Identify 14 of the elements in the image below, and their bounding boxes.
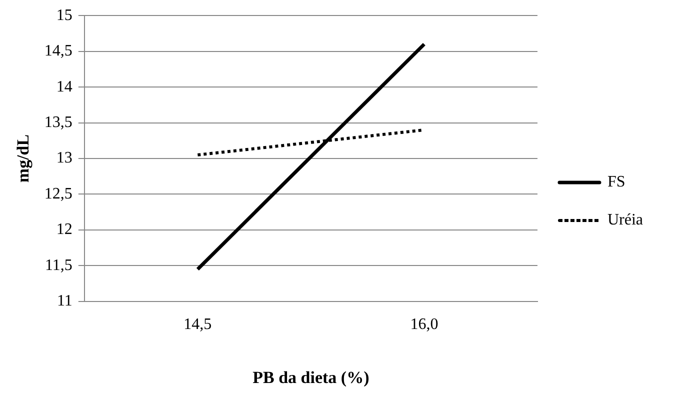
legend-label: FS: [607, 174, 626, 191]
y-tick-label: 15: [56, 6, 72, 24]
x-axis-title: PB da dieta (%): [252, 368, 370, 388]
y-tick-label: 14,5: [44, 42, 72, 60]
y-tick-label: 13: [56, 150, 72, 167]
y-axis-title: mg/dL: [14, 134, 33, 183]
y-tick-label: 12: [56, 221, 72, 238]
y-tick-label: 14: [56, 78, 72, 96]
y-tick-label: 11: [56, 292, 72, 310]
y-tick-label: 11,5: [44, 256, 72, 274]
legend-label: Uréia: [607, 212, 643, 229]
x-tick-label: 16,0: [410, 316, 438, 334]
y-tick-label: 13,5: [44, 114, 72, 131]
y-tick-label: 12,5: [44, 185, 72, 202]
